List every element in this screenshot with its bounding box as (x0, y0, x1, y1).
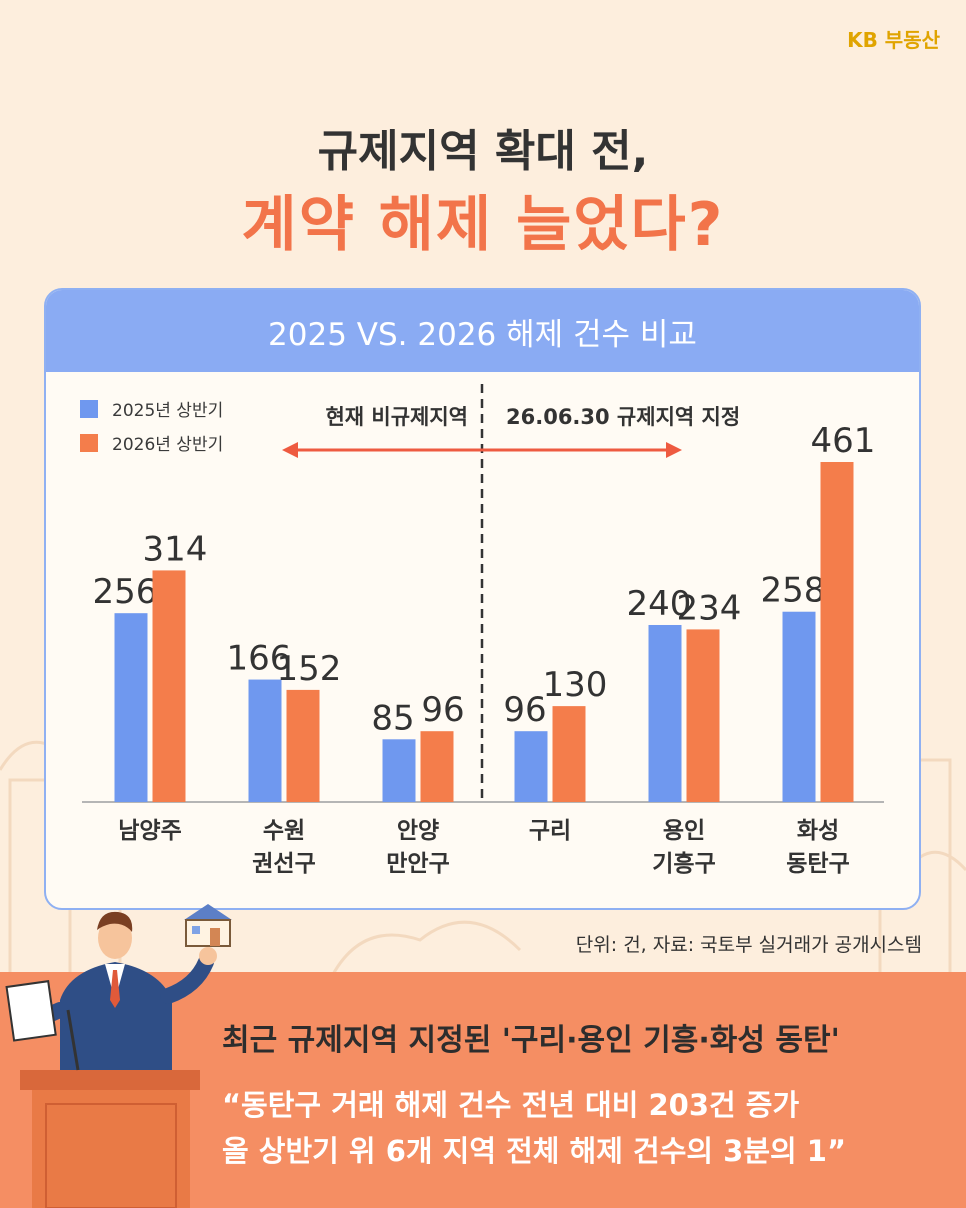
value-label-1-3: 85 (371, 698, 414, 738)
category-label-5-1: 용인 (663, 818, 705, 844)
bar-1-4 (514, 731, 548, 802)
value-label-2-5: 234 (677, 588, 742, 628)
region-right-label: 26.06.30 규제지역 지정 (506, 405, 740, 429)
chart-card-title: 2025 VS. 2026 해제 건수 비교 (46, 290, 919, 372)
legend-swatch-2 (80, 434, 98, 452)
quote-line-1: “동탄구 거래 해제 건수 전년 대비 203건 증가 (222, 1088, 800, 1122)
bar-2-4 (552, 706, 586, 802)
bar-2-1 (152, 570, 186, 802)
bar-1-2 (248, 679, 282, 802)
headline-text: 최근 규제지역 지정된 '구리·용인 기흥·화성 동탄' (222, 1023, 840, 1058)
source-note: 단위: 건, 자료: 국토부 실거래가 공개시스템 (575, 934, 922, 956)
page-title-line2: 계약 해제 늘었다? (241, 190, 725, 260)
value-label-1-5: 240 (627, 584, 692, 624)
quote-text: “동탄구 거래 해제 건수 전년 대비 203건 증가 올 상반기 위 6개 지… (222, 1082, 846, 1174)
region-left-label: 현재 비규제지역 (325, 405, 468, 429)
value-label-1-2: 166 (227, 639, 292, 679)
value-label-2-2: 152 (277, 649, 342, 689)
bar-1-3 (382, 739, 416, 802)
bar-chart: 2025년 상반기 2026년 상반기 현재 비규제지역 26.06.30 규제지역 … (80, 384, 884, 877)
chart-card: 2025 VS. 2026 해제 건수 비교 2025년 상반기 2026년 상반… (44, 288, 921, 910)
value-label-2-4: 130 (543, 665, 608, 705)
region-arrow-left-head (282, 442, 298, 458)
legend-label-2: 2026년 상반기 (112, 435, 223, 455)
bar-2-6 (820, 462, 854, 802)
quote-line-2: 올 상반기 위 6개 지역 전체 해제 건수의 3분의 1” (222, 1134, 847, 1168)
page-title-line1: 규제지역 확대 전, (317, 126, 649, 177)
value-label-2-3: 96 (421, 690, 464, 730)
category-label-3-1: 안양 (397, 818, 439, 844)
category-label-1-1: 남양주 (118, 818, 181, 844)
value-label-1-4: 96 (503, 690, 546, 730)
bar-1-5 (648, 624, 682, 802)
category-label-5-2: 기흥구 (652, 851, 715, 877)
bar-1-1 (114, 613, 148, 802)
house-icon (184, 904, 232, 947)
legend-swatch-1 (80, 400, 98, 418)
bar-2-2 (286, 689, 320, 802)
bar-1-6 (782, 611, 816, 802)
value-label-1-6: 258 (761, 571, 826, 611)
bar-2-3 (420, 731, 454, 802)
category-label-6-2: 동탄구 (786, 851, 849, 877)
category-label-2-2: 권선구 (252, 851, 315, 877)
value-label-2-1: 314 (143, 529, 208, 569)
bar-2-5 (686, 629, 720, 802)
legend-label-1: 2025년 상반기 (112, 401, 223, 421)
presenter-illustration (5, 904, 232, 1208)
kb-logo: KB 부동산 (847, 28, 940, 52)
category-label-4-1: 구리 (529, 818, 571, 844)
category-label-3-2: 만안구 (386, 851, 449, 877)
region-arrow-right-head (666, 442, 682, 458)
category-label-6-1: 화성 (797, 818, 839, 844)
category-label-2-1: 수원 (263, 818, 305, 844)
value-label-2-6: 461 (811, 421, 876, 461)
value-label-1-1: 256 (93, 572, 158, 612)
